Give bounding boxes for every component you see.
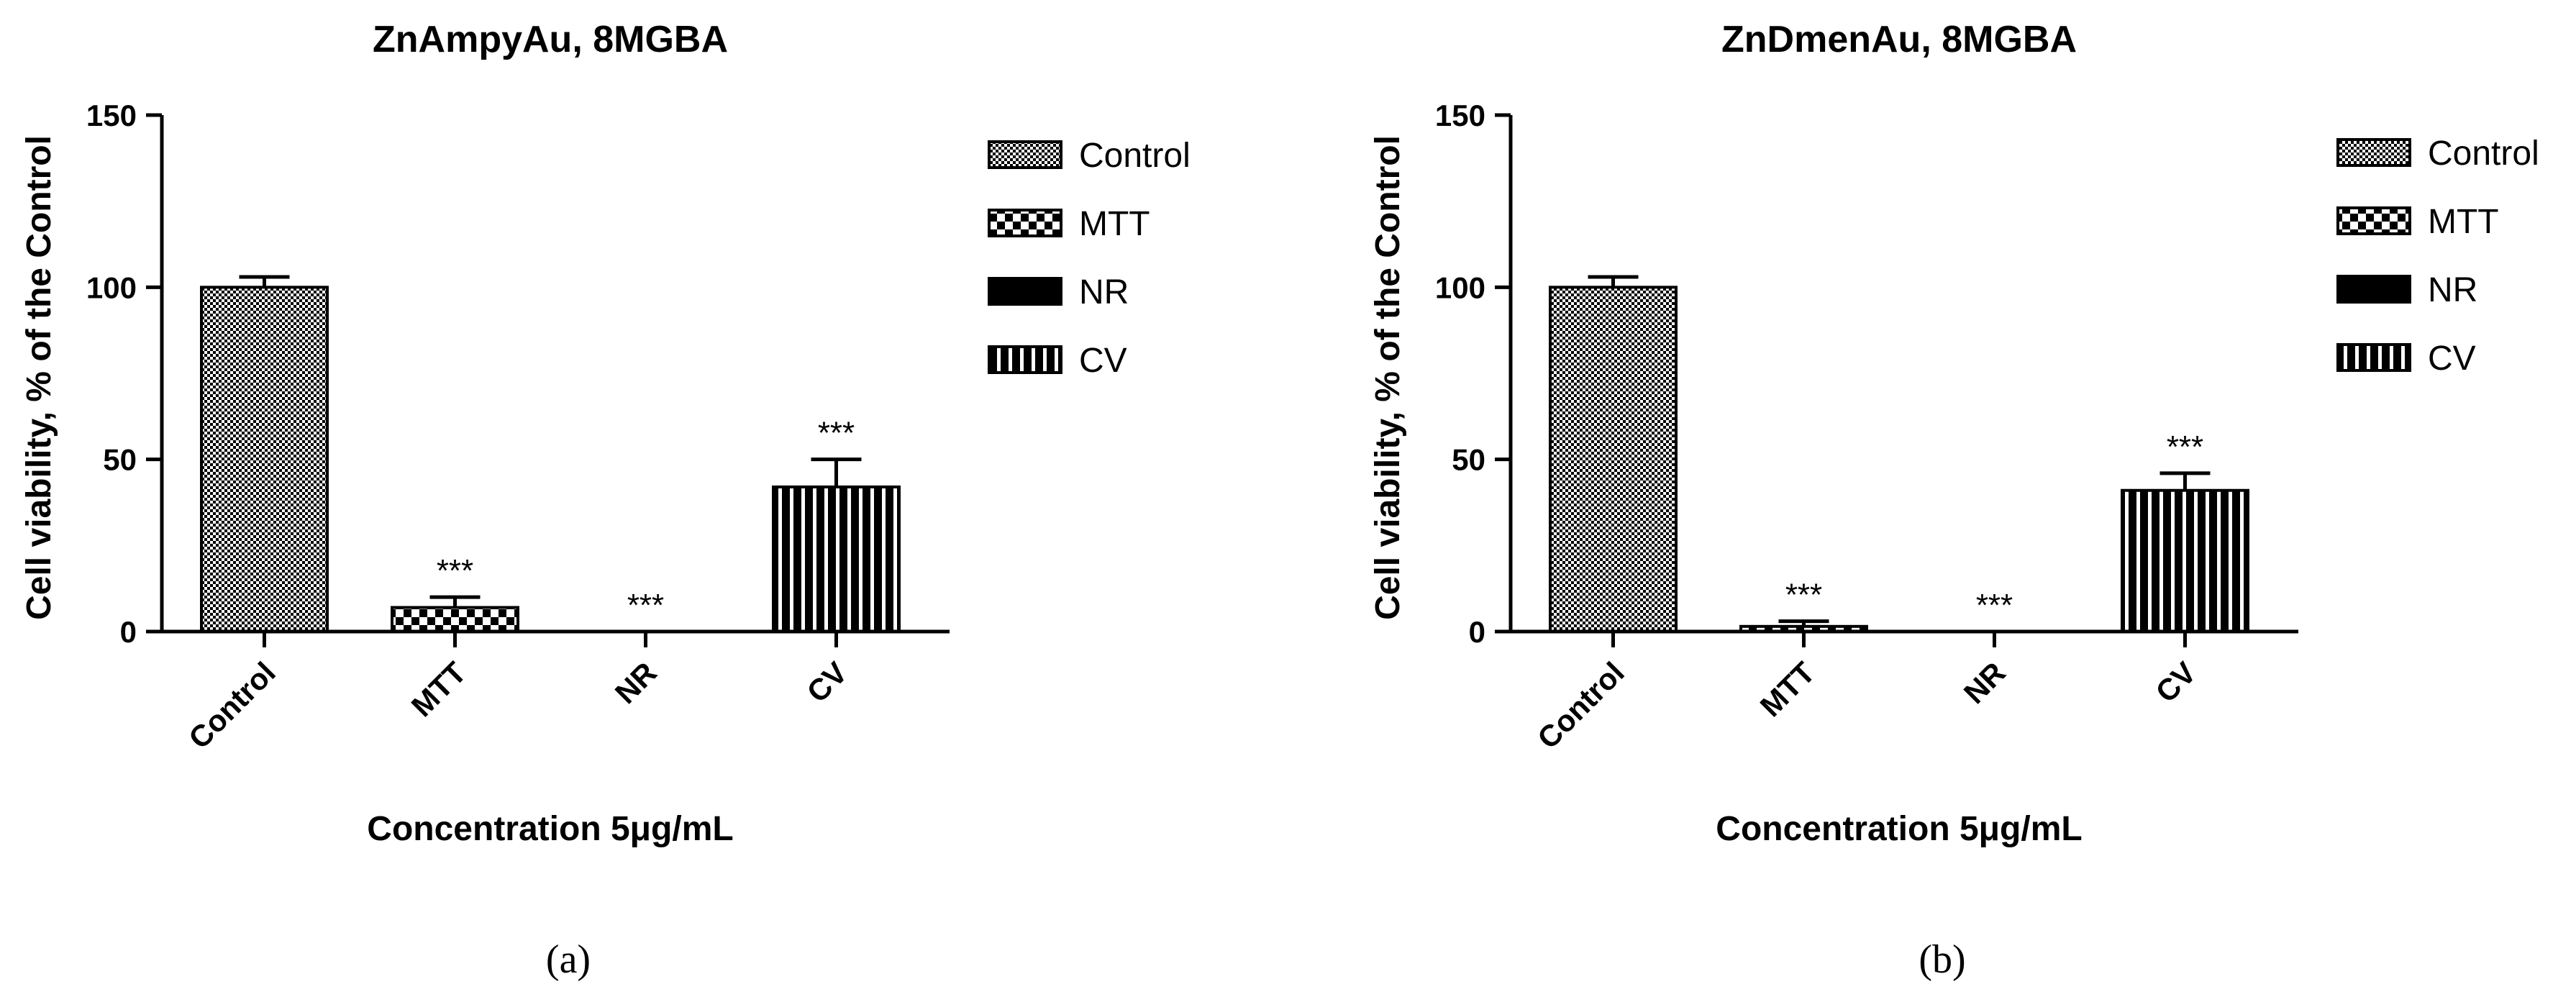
x-ticks: Control MTT NR CV — [182, 632, 854, 755]
significance-marker: *** — [818, 416, 855, 451]
legend-entry: MTT — [2428, 203, 2499, 241]
x-tick-label: CV — [800, 655, 854, 709]
significance-marker: *** — [2167, 429, 2203, 465]
legend-swatch — [2336, 138, 2411, 167]
bar-cv — [772, 485, 901, 634]
bar-mtt — [391, 606, 519, 634]
legend-entry: CV — [1079, 342, 1127, 380]
y-axis-label: Cell viability, % of the Control — [20, 135, 58, 620]
x-tick-label: Control — [182, 655, 282, 755]
significance-marker: *** — [627, 588, 664, 623]
legend-entry: Control — [1079, 137, 1191, 175]
bars: *** *** *** — [1549, 275, 2249, 634]
y-ticks: 0 50 100 150 — [86, 99, 162, 649]
legend: Control MTT NR CV — [2336, 135, 2539, 378]
x-axis-label: Concentration 5μg/mL — [367, 810, 733, 848]
legend-entry: NR — [1079, 273, 1129, 311]
bar-control — [200, 286, 329, 633]
legend-swatch — [2336, 206, 2411, 235]
y-axis-label: Cell viability, % of the Control — [1369, 135, 1407, 620]
bars: *** *** *** — [200, 275, 901, 634]
legend-swatch — [2336, 275, 2411, 304]
x-tick-label: CV — [2149, 655, 2203, 709]
significance-marker: *** — [437, 553, 473, 588]
bar-cv — [2121, 488, 2249, 633]
y-tick-label: 100 — [86, 270, 137, 304]
y-tick-label: 150 — [1435, 99, 1485, 132]
x-tick-label: MTT — [1754, 655, 1821, 723]
legend: Control MTT NR CV — [988, 137, 1191, 380]
y-ticks: 0 50 100 150 — [1435, 99, 1511, 649]
bar-control — [1549, 286, 1678, 633]
chart-title: ZnDmenAu, 8MGBA — [1721, 19, 2077, 60]
x-ticks: Control MTT NR CV — [1531, 632, 2203, 755]
panel-b: ZnDmenAu, 8MGBA Cell viability, % of the… — [1369, 19, 2539, 982]
significance-marker: *** — [1785, 578, 1822, 613]
y-tick-label: 50 — [1452, 443, 1485, 477]
legend-swatch — [988, 277, 1062, 306]
legend-swatch — [988, 345, 1062, 374]
x-tick-label: MTT — [405, 655, 473, 723]
legend-swatch — [2336, 343, 2411, 372]
significance-marker: *** — [1976, 588, 2013, 623]
legend-entry: MTT — [1079, 205, 1150, 243]
panel-label: (b) — [1919, 937, 1965, 982]
y-tick-label: 0 — [1469, 615, 1485, 649]
chart-title: ZnAmpyAu, 8MGBA — [373, 19, 728, 60]
legend-swatch — [988, 140, 1062, 169]
legend-entry: NR — [2428, 271, 2477, 309]
y-tick-label: 150 — [86, 99, 137, 132]
x-axis-label: Concentration 5μg/mL — [1716, 810, 2082, 848]
y-tick-label: 50 — [103, 443, 137, 477]
x-tick-label: NR — [609, 655, 663, 710]
panel-a: ZnAmpyAu, 8MGBA Cell viability, % of the… — [20, 19, 1191, 982]
legend-swatch — [988, 209, 1062, 237]
y-tick-label: 100 — [1435, 270, 1485, 304]
legend-entry: CV — [2428, 340, 2476, 378]
x-tick-label: Control — [1531, 655, 1631, 755]
y-tick-label: 0 — [120, 615, 137, 649]
legend-entry: Control — [2428, 135, 2539, 173]
panel-label: (a) — [546, 937, 591, 982]
x-tick-label: NR — [1957, 655, 2012, 710]
